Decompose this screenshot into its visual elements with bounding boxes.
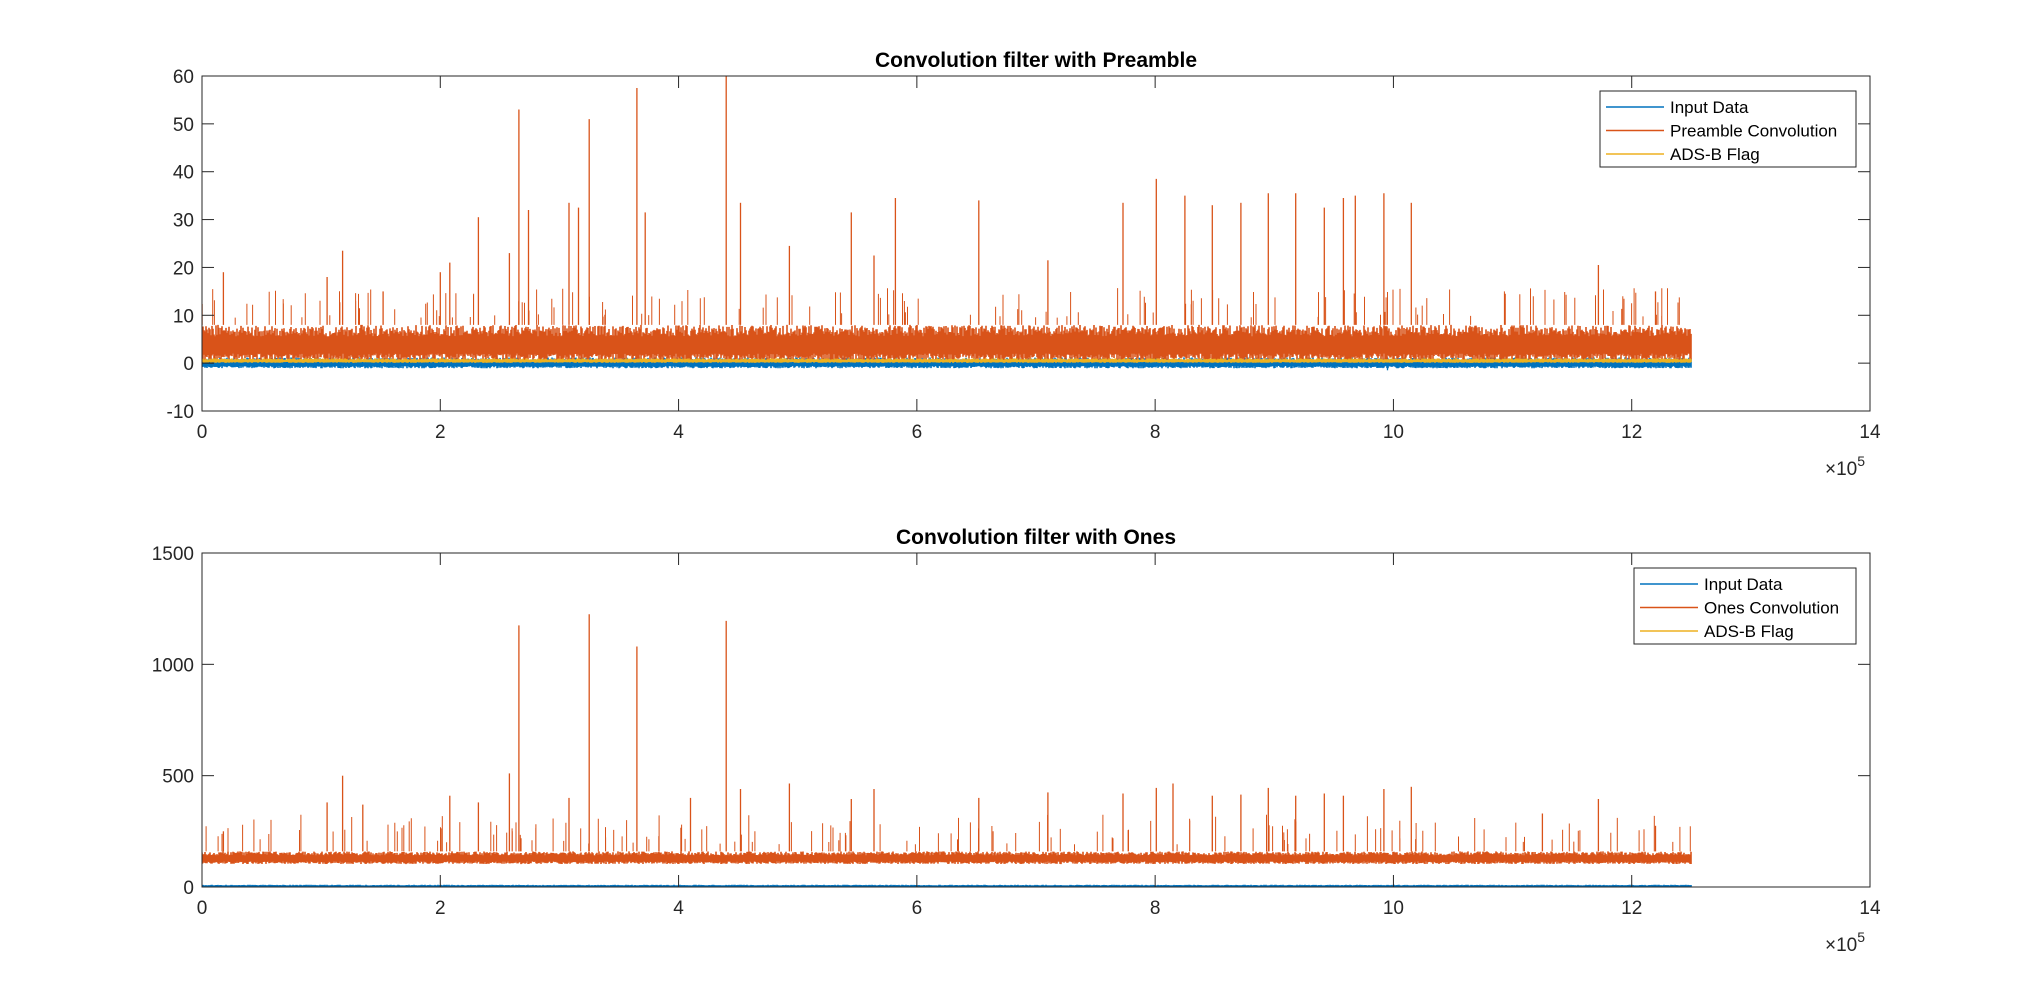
x-tick-label: 4 — [673, 898, 684, 919]
y-tick-label: 500 — [162, 767, 194, 788]
x-exponent-label: ×105 — [1825, 929, 1865, 956]
chart-2: 0 2 4 6 8 10 12 14 0 500 1000 1500 ×105 Convolution f… — [152, 526, 1881, 956]
y-tick-label: 30 — [173, 211, 194, 232]
x-tick-label: 2 — [435, 898, 446, 919]
legend-label: Input Data — [1704, 575, 1783, 594]
series-minor-spikes — [202, 288, 1680, 325]
plot-area — [202, 553, 1870, 887]
x-tick-label: 8 — [1150, 898, 1161, 919]
series-ones-convolution — [202, 614, 1692, 865]
legend-label: ADS-B Flag — [1704, 622, 1794, 641]
y-tick-label: 0 — [183, 878, 194, 899]
x-tick-label: 0 — [197, 898, 208, 919]
y-tick-label: 50 — [173, 115, 194, 136]
x-exponent-power: 5 — [1857, 929, 1865, 945]
x-tick-label: 8 — [1150, 422, 1161, 443]
y-tick-label: 1500 — [152, 544, 194, 565]
x-exponent-label: ×105 — [1825, 453, 1865, 480]
x-tick-label: 4 — [673, 422, 684, 443]
legend: Input Data Ones Convolution ADS-B Flag — [1633, 567, 1857, 645]
series-band — [202, 851, 1692, 865]
series-preamble-convolution — [202, 76, 1692, 362]
chart-title: Convolution filter with Ones — [896, 526, 1176, 549]
series-input-data — [202, 884, 1692, 887]
chart-1: 0 2 4 6 8 10 12 14-100102030405060×105Convoluti… — [167, 49, 1881, 480]
series-band — [202, 358, 1692, 363]
x-exponent-base: ×10 — [1825, 459, 1857, 480]
x-tick-label: 12 — [1621, 422, 1642, 443]
legend-label: Preamble Convolution — [1670, 122, 1837, 141]
y-tick-label: 1000 — [152, 655, 194, 676]
x-tick-label: 6 — [912, 898, 923, 919]
x-tick-label: 2 — [435, 422, 446, 443]
x-exponent-base: ×10 — [1825, 935, 1857, 956]
x-tick-label: 12 — [1621, 898, 1642, 919]
legend-label: Input Data — [1670, 98, 1749, 117]
series-band — [202, 884, 1692, 887]
y-tick-label: 0 — [183, 354, 194, 375]
x-tick-label: 10 — [1383, 422, 1404, 443]
x-exponent-power: 5 — [1857, 453, 1865, 469]
legend-label: ADS-B Flag — [1670, 145, 1760, 164]
x-tick-label: 0 — [197, 422, 208, 443]
y-tick-label: 10 — [173, 306, 194, 327]
series-band — [202, 324, 1692, 362]
series-ads-b-flag — [202, 358, 1692, 363]
chart-title: Convolution filter with Preamble — [875, 49, 1197, 72]
x-tick-label: 6 — [912, 422, 923, 443]
axes-frame — [201, 552, 1871, 888]
legend: Input Data Preamble Convolution ADS-B Flag — [1599, 90, 1857, 168]
y-tick-label: -10 — [167, 402, 194, 423]
y-tick-label: 20 — [173, 258, 194, 279]
y-tick-label: 40 — [173, 163, 194, 184]
axes-frame — [201, 75, 1871, 412]
x-tick-label: 10 — [1383, 898, 1404, 919]
legend-label: Ones Convolution — [1704, 599, 1839, 618]
y-tick-label: 60 — [173, 67, 194, 88]
plot-data — [202, 76, 1692, 371]
x-tick-label: 14 — [1859, 422, 1881, 443]
x-tick-label: 14 — [1859, 898, 1881, 919]
series-minor-spikes — [205, 814, 1691, 852]
